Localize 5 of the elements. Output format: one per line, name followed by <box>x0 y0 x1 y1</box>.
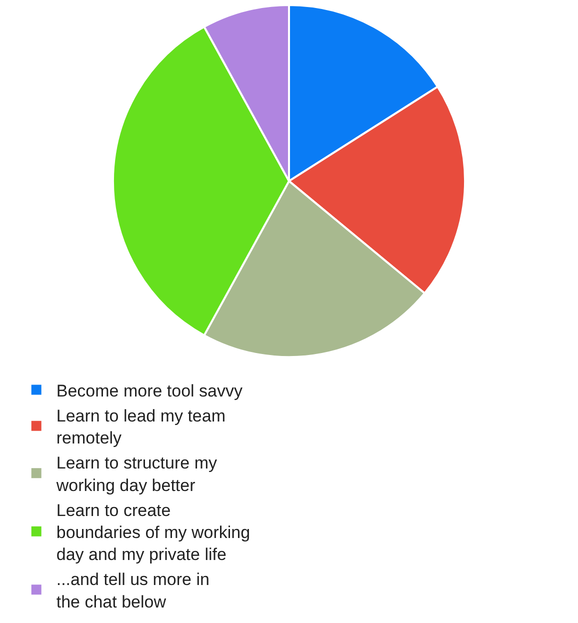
legend-label: Learn to create boundaries of my working day and my private life <box>56 500 250 564</box>
legend-label: Learn to structure my working day better <box>55 454 218 495</box>
legend-label: Become more tool savvy <box>56 381 243 400</box>
legend-label: Learn to lead my team remotely <box>56 406 226 448</box>
legend-label: ...and tell us more in the chat below <box>56 570 210 612</box>
